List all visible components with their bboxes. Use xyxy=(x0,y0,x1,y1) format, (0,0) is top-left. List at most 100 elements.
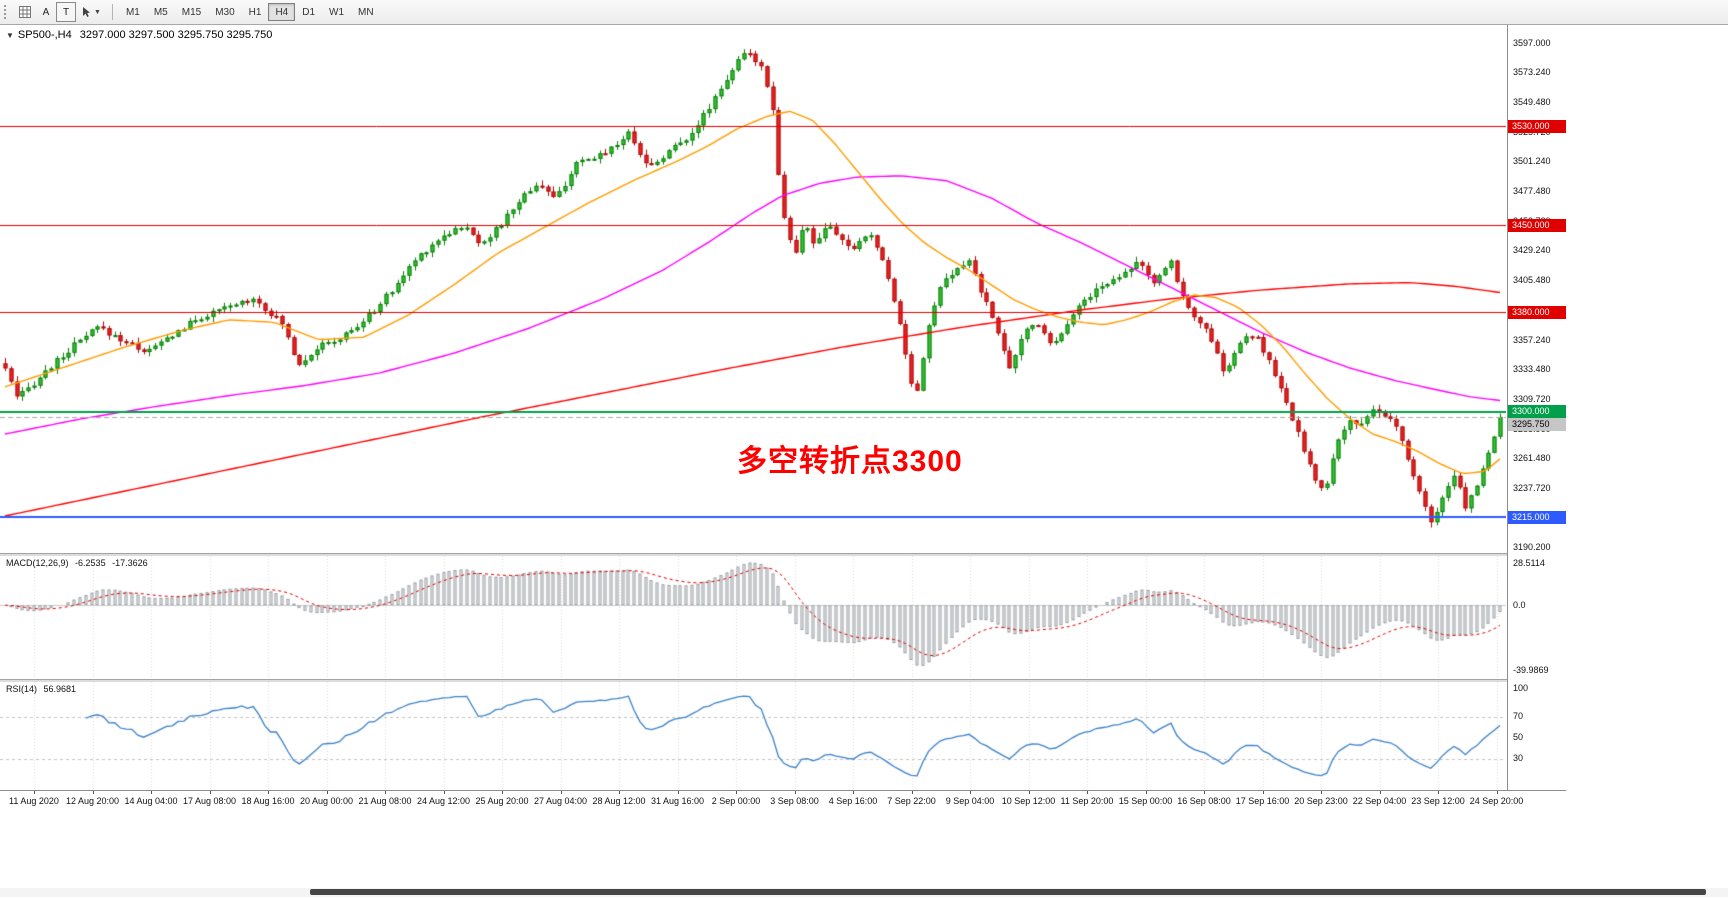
time-tick xyxy=(444,791,445,794)
toolbar-separator xyxy=(111,4,113,20)
price-axis-label: 3261.480 xyxy=(1513,453,1551,464)
timeframe-w1-button[interactable]: W1 xyxy=(322,3,351,21)
chevron-down-icon: ▼ xyxy=(94,8,101,16)
timeframe-m15-button[interactable]: M15 xyxy=(175,3,208,21)
price-axis-label: 3357.240 xyxy=(1513,334,1551,345)
rsi-name: RSI(14) xyxy=(6,684,38,694)
time-tick xyxy=(1438,791,1439,794)
price-tag: 3530.000 xyxy=(1508,119,1566,133)
time-tick xyxy=(210,791,211,794)
price-axis-label: 3190.200 xyxy=(1513,542,1551,553)
chart-window: ▼ SP500-,H4 3297.000 3297.500 3295.750 329… xyxy=(0,25,1566,808)
cursor-icon xyxy=(83,7,90,17)
time-tick xyxy=(970,791,971,794)
text-tool-button[interactable]: T xyxy=(56,2,76,22)
price-axis-label: 3333.480 xyxy=(1513,364,1551,375)
time-axis-label: 18 Aug 16:00 xyxy=(241,796,295,806)
horizontal-scrollbar[interactable] xyxy=(0,888,1728,897)
price-axis-label: 3237.720 xyxy=(1513,483,1551,493)
price-axis-label: 3573.240 xyxy=(1513,67,1551,78)
rsi-axis-label: 70 xyxy=(1513,711,1524,721)
price-chart-canvas[interactable] xyxy=(0,25,1506,790)
time-axis-label: 20 Aug 00:00 xyxy=(299,796,354,806)
time-axis-label: 24 Aug 12:00 xyxy=(416,796,471,806)
macd-axis-label: 0.0 xyxy=(1513,599,1526,610)
time-tick xyxy=(1029,791,1030,794)
rsi-indicator-label: RSI(14) 56.9681 xyxy=(6,684,80,694)
time-tick xyxy=(736,791,737,794)
time-axis-label: 22 Sep 04:00 xyxy=(1352,796,1407,806)
time-axis-label: 23 Sep 12:00 xyxy=(1411,796,1465,806)
time-axis-label: 9 Sep 04:00 xyxy=(945,796,995,806)
grid-icon xyxy=(19,6,31,18)
rsi-value: 56.9681 xyxy=(43,684,77,694)
rsi-axis-label: 100 xyxy=(1513,683,1529,693)
letter-a-tool-button[interactable]: A xyxy=(36,2,56,22)
time-axis-label: 3 Sep 08:00 xyxy=(770,796,819,806)
time-axis-label: 4 Sep 16:00 xyxy=(828,796,878,806)
price-tag: 3215.000 xyxy=(1508,510,1566,524)
price-axis[interactable]: 3597.0003573.2403549.4803525.7203501.240… xyxy=(1507,25,1566,790)
time-axis-label: 11 Aug 2020 xyxy=(9,796,59,806)
price-axis-label: 3309.720 xyxy=(1513,393,1551,404)
time-tick xyxy=(93,791,94,794)
macd-pane-splitter[interactable] xyxy=(0,553,1566,556)
price-axis-label: 3429.240 xyxy=(1513,245,1551,256)
timeframe-m30-button[interactable]: M30 xyxy=(208,3,241,21)
timeframe-d1-button[interactable]: D1 xyxy=(295,3,322,21)
time-axis-label: 20 Sep 23:00 xyxy=(1294,796,1348,806)
time-tick xyxy=(1321,791,1322,794)
time-tick xyxy=(1146,791,1147,794)
timeframe-h1-button[interactable]: H1 xyxy=(242,3,269,21)
time-axis-label: 24 Sep 20:00 xyxy=(1469,796,1524,806)
time-tick xyxy=(327,791,328,794)
chart-symbol-icon: ▼ xyxy=(6,31,14,40)
price-tag: 3380.000 xyxy=(1508,305,1566,319)
rsi-axis-label: 50 xyxy=(1513,732,1524,742)
timeframe-h4-button[interactable]: H4 xyxy=(268,3,296,21)
time-axis[interactable]: 11 Aug 2020 12 Aug 20:00 14 Aug 04:00 17 Au… xyxy=(0,790,1566,808)
time-axis-label: 10 Sep 12:00 xyxy=(1001,796,1056,806)
time-tick xyxy=(502,791,503,794)
macd-main-value: -6.2535 xyxy=(75,558,106,568)
time-tick xyxy=(619,791,620,794)
price-tag: 3300.000 xyxy=(1508,405,1566,419)
price-axis-label: 3477.480 xyxy=(1513,186,1551,196)
time-axis-label: 21 Aug 08:00 xyxy=(358,796,412,806)
macd-axis-label: 28.5114 xyxy=(1513,558,1545,568)
time-axis-label: 25 Aug 20:00 xyxy=(475,796,529,806)
time-tick xyxy=(1380,791,1381,794)
time-tick xyxy=(151,791,152,794)
symbol-label: SP500-,H4 xyxy=(17,29,72,41)
time-tick xyxy=(853,791,854,794)
macd-signal-value: -17.3626 xyxy=(112,558,148,568)
time-tick xyxy=(795,791,796,794)
price-tag: 3295.750 xyxy=(1508,418,1566,432)
timeframe-mn-button[interactable]: MN xyxy=(351,3,381,21)
time-tick xyxy=(1497,791,1498,794)
time-axis-label: 17 Sep 16:00 xyxy=(1235,796,1290,806)
macd-axis-label: -39.9869 xyxy=(1513,665,1549,676)
price-axis-label: 3549.480 xyxy=(1513,96,1551,107)
time-axis-label: 16 Sep 08:00 xyxy=(1177,796,1231,806)
timeframe-m1-button[interactable]: M1 xyxy=(119,3,147,21)
time-axis-label: 27 Aug 04:00 xyxy=(533,796,588,806)
macd-indicator-label: MACD(12,26,9) -6.2535 -17.3626 xyxy=(6,558,152,568)
timeframe-buttons: M1 M5 M15 M30 H1 H4 D1 W1 MN xyxy=(119,3,381,21)
time-axis-label: 31 Aug 16:00 xyxy=(650,796,705,806)
timeframe-m5-button[interactable]: M5 xyxy=(147,3,175,21)
rsi-axis-label: 30 xyxy=(1513,753,1524,763)
rsi-pane-splitter[interactable] xyxy=(0,679,1566,682)
cursor-tools-dropdown-button[interactable]: ▼ xyxy=(76,2,106,22)
time-tick xyxy=(1263,791,1264,794)
ohlc-values: 3297.000 3297.500 3295.750 3295.750 xyxy=(79,29,273,41)
chart-title: ▼ SP500-,H4 3297.000 3297.500 3295.750 329… xyxy=(6,29,272,41)
scrollbar-thumb[interactable] xyxy=(310,889,1706,895)
time-axis-label: 11 Sep 20:00 xyxy=(1060,796,1114,806)
price-axis-label: 3501.240 xyxy=(1513,156,1551,167)
time-tick xyxy=(912,791,913,794)
time-axis-label: 17 Aug 08:00 xyxy=(182,796,237,806)
toolbar-grip[interactable] xyxy=(4,5,10,19)
time-tick xyxy=(268,791,269,794)
grid-tool-button[interactable] xyxy=(14,2,36,22)
